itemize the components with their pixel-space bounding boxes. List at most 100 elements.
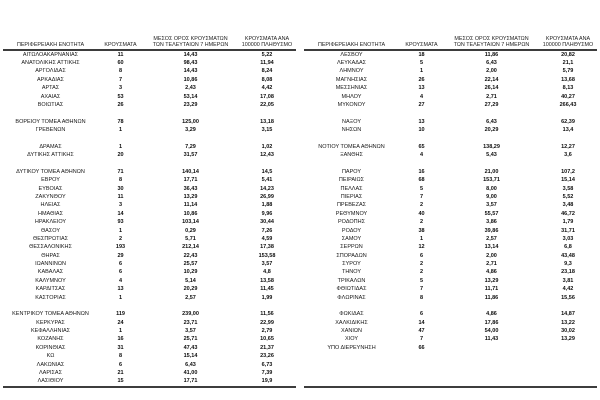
blank-separator-row [304, 302, 597, 310]
avg7-cell: 21,00 [484, 168, 499, 175]
cases-cell: 14 [117, 210, 124, 217]
cases-cell: 11 [117, 51, 124, 58]
table-row: ΦΘΙΩΤΙΔΑΣ 7 11,71 4,42 [304, 286, 597, 294]
cases-cell: 11 [117, 194, 124, 201]
cases-cell: 3 [118, 202, 123, 209]
region-cell: ΛΑΚΩΝΙΑΣ [36, 361, 65, 368]
table-row: ΚΟΡΙΝΘΙΑΣ 31 47,43 21,37 [3, 344, 296, 352]
avg7-cell: 2,57 [185, 294, 196, 301]
per100k-cell: 9,3 [564, 261, 572, 268]
avg7-cell: 11,86 [484, 294, 499, 301]
per100k-cell: 14,87 [561, 311, 575, 318]
avg7-cell: 153,71 [483, 177, 500, 184]
avg7-cell: 2,71 [486, 261, 497, 268]
per100k-cell: 13,58 [260, 277, 274, 284]
per100k-cell: 2,79 [261, 328, 273, 335]
region-cell: ΚΑΣΤΟΡΙΑΣ [35, 294, 66, 301]
region-cell: ΧΑΝΙΩΝ [341, 328, 362, 335]
region-cell: ΙΩΑΝΝΙΝΩΝ [35, 261, 66, 268]
table-row: ΡΟΔΟΥ 38 39,86 31,71 [304, 227, 597, 235]
avg7-cell: 20,29 [183, 286, 198, 293]
avg7-cell: 2,57 [486, 235, 497, 242]
region-cell: ΚΑΡΔΙΤΣΑΣ [35, 286, 66, 293]
cases-cell: 1 [118, 294, 123, 301]
cases-cell: 7 [419, 336, 424, 343]
cases-cell: 4 [419, 152, 424, 159]
per100k-cell: 1,02 [261, 143, 273, 150]
cases-cell: 10 [418, 127, 425, 134]
per100k-cell: 9,96 [261, 210, 273, 217]
region-column-header: ΠΕΡΙΦΕΡΕΙΑΚΗ ΕΝΟΤΗΤΑ [16, 41, 85, 48]
table-row: ΡΟΔΟΠΗΣ 2 3,86 1,79 [304, 219, 597, 227]
cases-cell: 6 [118, 361, 123, 368]
avg7-cell: 22,43 [183, 252, 198, 259]
region-cell: ΦΩΚΙΔΑΣ [339, 311, 364, 318]
table-row: ΝΟΤΙΟΥ ΤΟΜΕΑ ΑΘΗΝΩΝ 65 138,29 12,27 [304, 143, 597, 151]
per100k-cell: 6,8 [564, 244, 572, 251]
cases-cell: 16 [418, 168, 425, 175]
region-cell: ΒΟΙΩΤΙΑΣ [37, 101, 64, 108]
cases-cell: 26 [117, 101, 124, 108]
per100k-cell: 153,58 [258, 252, 276, 259]
table-row: ΛΑΣΙΘΙΟΥ 15 17,71 19,9 [3, 378, 296, 386]
cases-cell: 2 [118, 235, 123, 242]
per100k-cell: 3,6 [564, 152, 572, 159]
region-cell: ΑΙΤΩΛΟΑΚΑΡΝΑΝΙΑΣ [22, 51, 79, 58]
region-cell: ΑΧΑΪΑΣ [40, 93, 61, 100]
cases-cell: 30 [117, 185, 124, 192]
region-cell: ΠΑΡΟΥ [341, 168, 362, 175]
avg7-cell: 9,00 [486, 194, 497, 201]
avg7-cell: 0,29 [185, 227, 196, 234]
region-cell: ΦΘΙΩΤΙΔΑΣ [336, 286, 367, 293]
region-cell: ΛΗΜΝΟΥ [339, 68, 364, 75]
cases-cell: 8 [118, 353, 123, 360]
per100k-cell: 4,8 [263, 269, 271, 276]
cases-cell: 4 [118, 277, 123, 284]
per100k-cell: 13,4 [562, 127, 574, 134]
per100k-cell: 4,42 [562, 286, 574, 293]
per100k-cell: 3,15 [261, 127, 273, 134]
avg7-cell: 5,43 [486, 152, 497, 159]
table-row: ΚΑΣΤΟΡΙΑΣ 1 2,57 1,99 [3, 294, 296, 302]
per100k-cell: 3,03 [562, 235, 574, 242]
table-row: ΔΡΑΜΑΣ 1 7,29 1,02 [3, 143, 296, 151]
per100k-cell: 4,59 [261, 235, 273, 242]
cases-cell: 21 [117, 369, 124, 376]
avg7-cell: 27,29 [484, 101, 499, 108]
cases-cell: 40 [418, 210, 425, 217]
table-row: ΘΗΡΑΣ 29 22,43 153,58 [3, 252, 296, 260]
region-cell: ΤΗΝΟΥ [341, 269, 362, 276]
avg7-cell: 14,43 [183, 68, 198, 75]
blank-separator-row [304, 160, 597, 168]
table-row: ΣΠΟΡΑΔΩΝ 6 2,00 43,48 [304, 252, 597, 260]
cases-cell: 7 [419, 286, 424, 293]
region-cell: ΑΡΓΟΛΙΔΑΣ [35, 68, 66, 75]
region-cell: ΘΗΡΑΣ [41, 252, 60, 259]
per100k-cell: 5,79 [562, 68, 574, 75]
region-cell: ΚΕΝΤΡΙΚΟΥ ΤΟΜΕΑ ΑΘΗΝΩΝ [12, 311, 89, 318]
table-row: ΑΝΑΤΟΛΙΚΗΣ ΑΤΤΙΚΗΣ 60 98,43 11,94 [3, 59, 296, 67]
avg7-cell: 2,00 [486, 252, 497, 259]
avg7-column-header: ΜΕΣΟΣ ΟΡΟΣ ΚΡΟΥΣΜΑΤΩΝ ΤΩΝ ΤΕΛΕΥΤΑΙΩΝ 7 Η… [152, 35, 229, 48]
per100k-column-header: ΚΡΟΥΣΜΑΤΑ ΑΝΑ 100000 ΠΛΗΘΥΣΜΟ [241, 35, 293, 48]
region-cell: ΥΠΟ ΔΙΕΡΕΥΝΗΣΗ [327, 344, 376, 351]
avg7-cell: 4,86 [486, 269, 497, 276]
avg7-cell: 6,43 [486, 118, 497, 125]
cases-cell: 31 [117, 344, 124, 351]
per100k-cell: 26,99 [260, 194, 274, 201]
table-row: ΛΕΣΒΟΥ 18 11,86 20,82 [304, 51, 597, 59]
cases-cell: 47 [418, 328, 425, 335]
avg7-cell: 17,71 [183, 378, 198, 385]
region-cell: ΕΒΡΟΥ [41, 177, 60, 184]
region-cell: ΒΟΡΕΙΟΥ ΤΟΜΕΑ ΑΘΗΝΩΝ [15, 118, 86, 125]
avg7-cell: 8,00 [486, 185, 497, 192]
table-row: ΚΑΛΥΜΝΟΥ 4 5,14 13,58 [3, 277, 296, 285]
right-region-table: ΠΕΡΙΦΕΡΕΙΑΚΗ ΕΝΟΤΗΤΑ ΚΡΟΥΣΜΑΤΑ ΜΕΣΟΣ ΟΡΟ… [304, 28, 597, 388]
region-cell: ΦΛΩΡΙΝΑΣ [337, 294, 366, 301]
cases-cell: 71 [117, 168, 124, 175]
per100k-column-header: ΚΡΟΥΣΜΑΤΑ ΑΝΑ 100000 ΠΛΗΘΥΣΜΟ [542, 35, 594, 48]
avg7-cell: 23,29 [183, 101, 198, 108]
avg7-cell: 55,57 [484, 210, 499, 217]
cases-column-header: ΚΡΟΥΣΜΑΤΑ [405, 41, 438, 48]
cases-cell: 14 [418, 319, 425, 326]
